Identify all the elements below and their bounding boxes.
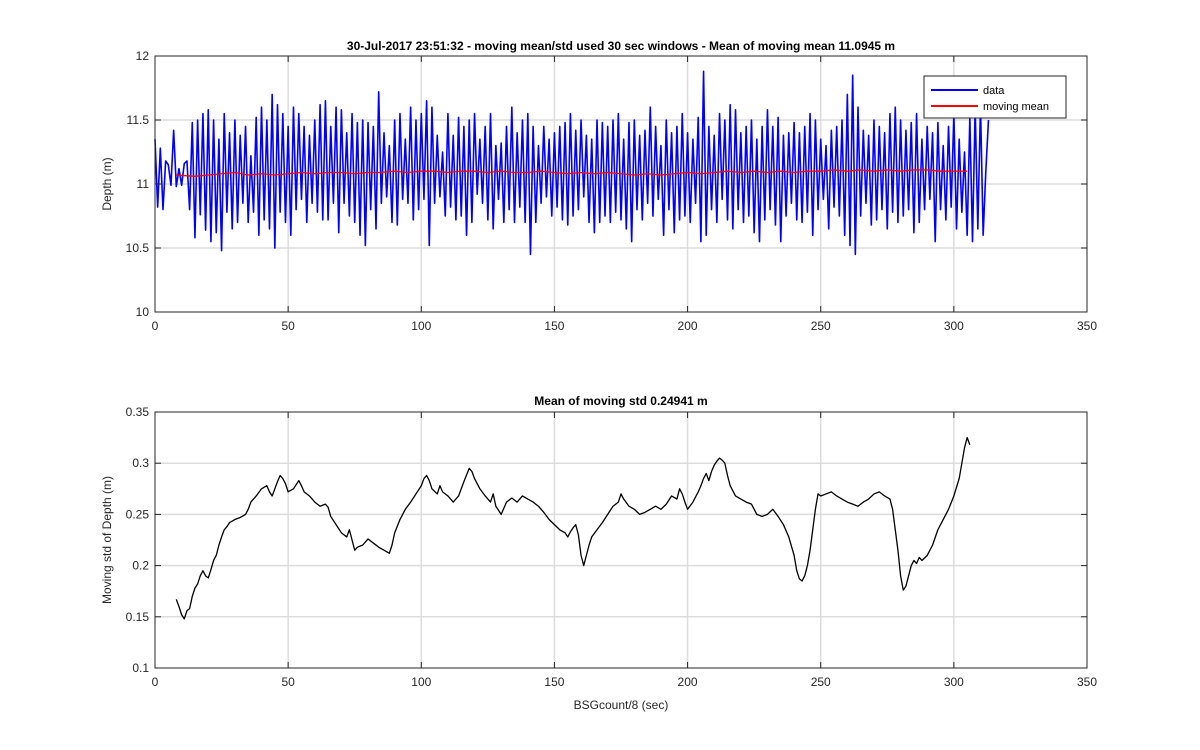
depth-x-tick-label: 250 [811,319,831,333]
depth-y-tick-label: 10 [136,305,150,319]
std-x-tick-label: 350 [1077,675,1097,689]
std-grid [155,412,1087,668]
std-y-tick-label: 0.15 [126,610,150,624]
depth-y-axis-label: Depth (m) [100,157,114,210]
depth-x-tick-label: 350 [1077,319,1097,333]
depth-ticks: 0 50 100 150 200 250 300 350 10 10.5 11 11.5 12 [126,49,1098,333]
depth-plot-area [154,70,990,256]
depth-x-tick-label: 0 [152,319,159,333]
depth-moving-mean-line [176,169,968,177]
depth-y-tick-label: 12 [136,49,150,63]
legend: data moving mean [923,75,1067,119]
legend-data-label: data [983,85,1005,97]
std-axes: 0 50 100 150 200 250 300 350 0.1 0.15 0.2 0.25 0.3 0.… [100,394,1097,712]
std-y-axis-label: Moving std of Depth (m) [100,476,114,604]
depth-y-tick-label: 10.5 [126,241,150,255]
std-y-tick-label: 0.25 [126,507,150,521]
std-x-tick-label: 100 [411,675,431,689]
depth-x-tick-label: 50 [281,319,295,333]
depth-x-tick-label: 150 [544,319,564,333]
std-chart-title: Mean of moving std 0.24941 m [534,394,707,408]
depth-x-tick-label: 300 [944,319,964,333]
depth-y-tick-label: 11 [137,177,150,191]
std-y-tick-label: 0.35 [126,405,150,419]
depth-chart-title: 30-Jul-2017 23:51:32 - moving mean/std u… [347,39,895,53]
std-x-tick-label: 300 [944,675,964,689]
depth-y-tick-label: 11.5 [127,113,150,127]
std-plot-area [175,436,971,620]
std-series-0-line [175,436,971,620]
std-x-tick-label: 250 [811,675,831,689]
std-y-tick-label: 0.3 [132,456,149,470]
std-x-tick-label: 150 [544,675,564,689]
std-x-tick-label: 0 [152,675,159,689]
std-y-tick-label: 0.1 [132,661,149,675]
std-x-tick-label: 50 [281,675,295,689]
std-y-tick-label: 0.2 [132,559,149,573]
legend-moving-mean-label: moving mean [983,101,1049,113]
std-x-axis-label: BSGcount/8 (sec) [574,698,669,712]
depth-x-tick-label: 200 [678,319,698,333]
depth-axes: 0 50 100 150 200 250 300 350 10 10.5 11 11.5 12 30-J… [100,39,1097,333]
std-x-tick-label: 200 [678,675,698,689]
depth-data-line [154,70,990,256]
depth-x-tick-label: 100 [411,319,431,333]
std-ticks: 0 50 100 150 200 250 300 350 0.1 0.15 0.2 0.25 0.3 0.… [126,405,1098,689]
